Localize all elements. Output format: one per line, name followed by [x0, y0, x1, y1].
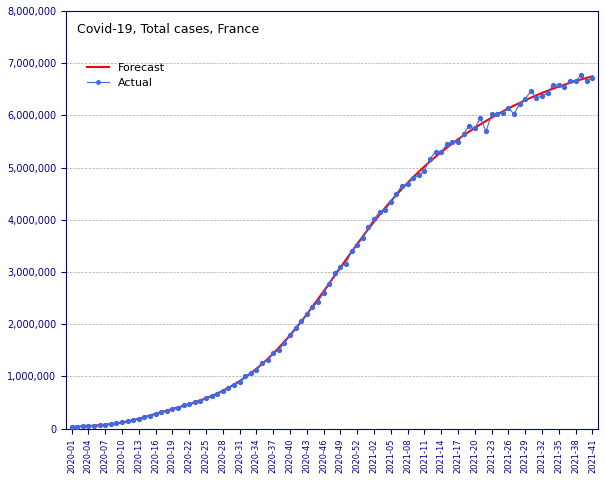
Text: Covid-19, Total cases, France: Covid-19, Total cases, France	[77, 24, 259, 36]
Legend: Forecast, Actual: Forecast, Actual	[82, 58, 169, 93]
